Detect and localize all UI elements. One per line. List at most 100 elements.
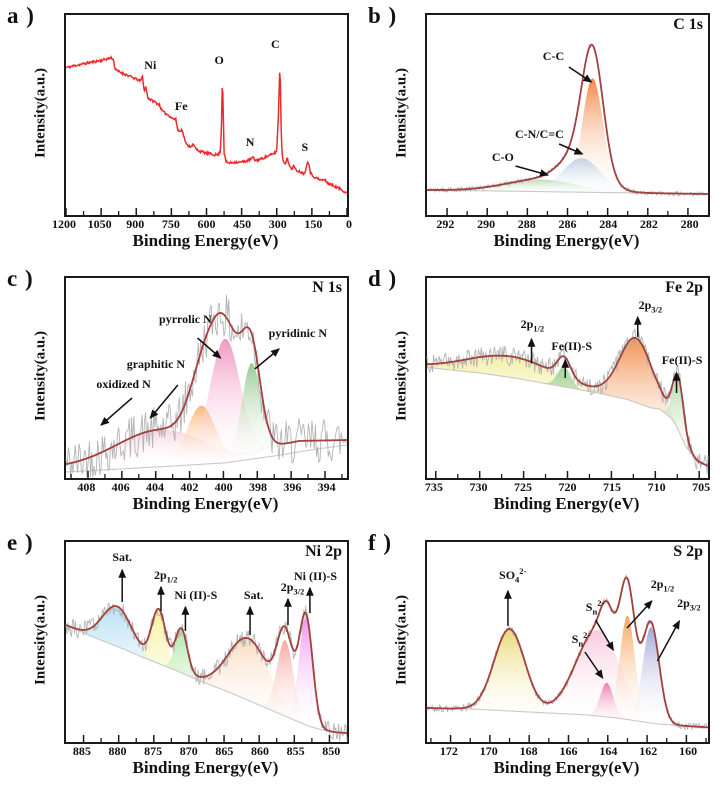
x-axis-label: Binding Energy(eV) bbox=[493, 758, 640, 777]
annotation-label: 2p1/2 bbox=[154, 568, 178, 585]
y-axis-label: Intensity(a.u.) bbox=[32, 68, 49, 159]
annotation-label: C-O bbox=[492, 150, 514, 164]
panel-letter-f: f ) bbox=[368, 530, 393, 555]
annotation-arrow bbox=[558, 143, 584, 155]
fe2p-spectrum-chart: 2p1/2 Fe(II)-S 2p3/2 Fe(II)-S bbox=[426, 298, 709, 478]
x-tick-label: 166 bbox=[559, 744, 578, 758]
peak-fill bbox=[427, 338, 708, 466]
x-tick-label: 168 bbox=[519, 744, 538, 758]
panel-b: b ) Intensity(a.u.) C-C C-N/C=C C-O C 1s 2… bbox=[361, 0, 722, 263]
x-axis-ticks: 408 406 404 402 400 398 396 394 bbox=[64, 480, 349, 495]
x-tick-label: 730 bbox=[469, 480, 488, 494]
y-axis-label: Intensity(a.u.) bbox=[393, 331, 410, 422]
x-tick-label: 885 bbox=[72, 744, 91, 758]
panel-c: c ) Intensity(a.u.) pyrrolic N pyridinic … bbox=[0, 263, 361, 527]
c1s-spectrum-chart: C-C C-N/C=CC-O bbox=[426, 43, 709, 215]
x-tick-label: 715 bbox=[603, 480, 622, 494]
x-axis-label: Binding Energy(eV) bbox=[132, 758, 279, 777]
annotation-label: 2p1/2 bbox=[521, 317, 545, 334]
annotation-label: O bbox=[214, 53, 223, 67]
n1s-spectrum-chart: pyrrolic N pyridinic N graphitic N oxidized… bbox=[65, 294, 348, 478]
x-tick-label: 292 bbox=[436, 217, 455, 231]
plot-area-e: Sat. 2p1/2 Ni (II)-S Sat. 2p3/2 Ni (II)-S Ni … bbox=[64, 540, 349, 744]
x-axis-ticks: 1200 1050 900 750 600 450 300 150 0 bbox=[52, 217, 352, 232]
baseline-line bbox=[426, 707, 709, 728]
annotation-label: C bbox=[271, 37, 280, 51]
annotation-label: oxidized N bbox=[96, 377, 151, 391]
x-tick-label: 0 bbox=[346, 217, 352, 231]
annotation-arrow bbox=[254, 348, 280, 370]
annotation-label: N bbox=[246, 135, 255, 149]
x-tick-label: 402 bbox=[180, 480, 199, 494]
x-tick-label: 300 bbox=[268, 217, 287, 231]
annotation-label: pyrrolic N bbox=[159, 312, 212, 326]
envelope-line bbox=[65, 605, 348, 734]
corner-title: N 1s bbox=[312, 279, 342, 296]
peak-fill bbox=[66, 338, 347, 467]
x-tick-label: 750 bbox=[161, 217, 180, 231]
x-tick-label: 164 bbox=[599, 744, 618, 758]
x-tick-label: 855 bbox=[286, 744, 305, 758]
x-axis-ticks: 292 290 288 286 284 282 280 bbox=[425, 217, 710, 232]
annotation-arrow bbox=[594, 619, 614, 652]
baseline-line bbox=[65, 444, 348, 473]
annotation-arrow bbox=[626, 600, 653, 629]
x-tick-label: 408 bbox=[77, 480, 96, 494]
y-axis-label: Intensity(a.u.) bbox=[393, 595, 410, 686]
corner-title: Fe 2p bbox=[665, 279, 703, 296]
annotation-label: Ni bbox=[144, 58, 157, 72]
annotation-label: 2p3/2 bbox=[281, 580, 305, 597]
x-tick-label: 710 bbox=[647, 480, 666, 494]
annotation-arrow bbox=[656, 619, 680, 662]
baseline-line bbox=[426, 366, 709, 467]
annotation-arrow bbox=[568, 66, 593, 83]
x-tick-label: 1200 bbox=[52, 217, 76, 231]
annotation-label: 2p1/2 bbox=[651, 577, 675, 594]
annotation-arrow bbox=[149, 384, 179, 419]
panel-letter-e: e ) bbox=[7, 530, 34, 555]
x-tick-label: 1050 bbox=[87, 217, 112, 231]
x-tick-label: 280 bbox=[680, 217, 699, 231]
plot-area-f: SO42- Sn2- Sn2- 2p1/2 2p3/2 S 2p bbox=[425, 540, 710, 744]
x-tick-label: 396 bbox=[283, 480, 302, 494]
x-tick-label: 870 bbox=[179, 744, 198, 758]
annotation-label: Fe(II)-S bbox=[662, 353, 703, 367]
panel-letter-c: c ) bbox=[7, 266, 34, 291]
x-tick-label: 865 bbox=[215, 744, 234, 758]
peak-fill bbox=[427, 629, 708, 728]
annotation-label: 2p3/2 bbox=[639, 298, 663, 315]
x-tick-label: 150 bbox=[304, 217, 323, 231]
annotation-label: Ni (II)-S bbox=[174, 588, 217, 602]
y-axis-label: Intensity(a.u.) bbox=[32, 595, 49, 686]
raw-data-line bbox=[65, 294, 348, 478]
annotation-label: Fe(II)-S bbox=[551, 339, 592, 353]
x-tick-label: 720 bbox=[558, 480, 577, 494]
x-tick-label: 880 bbox=[108, 744, 127, 758]
peak-fill bbox=[66, 616, 347, 733]
x-tick-label: 735 bbox=[424, 480, 443, 494]
annotation-label: Sat. bbox=[244, 588, 264, 602]
peak-fill bbox=[427, 355, 708, 466]
x-tick-label: 404 bbox=[145, 480, 164, 494]
x-tick-label: 172 bbox=[439, 744, 458, 758]
x-tick-label: 875 bbox=[144, 744, 163, 758]
plot-area-c: pyrrolic N pyridinic N graphitic N oxidized… bbox=[64, 276, 349, 480]
annotation-label: pyridinic N bbox=[269, 326, 328, 340]
x-axis-label: Binding Energy(eV) bbox=[493, 231, 640, 250]
envelope-line bbox=[426, 576, 709, 729]
plot-area-b: C-C C-N/C=C C-O C 1s bbox=[425, 13, 710, 217]
envelope-line bbox=[65, 312, 348, 466]
x-axis-label: Binding Energy(eV) bbox=[132, 231, 279, 250]
panel-letter-a: a ) bbox=[7, 3, 35, 28]
annotation-arrow bbox=[197, 337, 222, 359]
panel-letter-b: b ) bbox=[368, 3, 398, 28]
annotation-arrow bbox=[100, 397, 133, 426]
x-axis-ticks: 735 730 725 720 715 710 705 bbox=[425, 480, 710, 495]
y-axis-label: Intensity(a.u.) bbox=[32, 331, 49, 422]
baseline-line bbox=[65, 624, 348, 734]
y-axis-label: Intensity(a.u.) bbox=[393, 68, 410, 159]
ni2p-spectrum-chart: Sat.2p1/2Ni (II)-S Sat.2p3/2Ni (II)-S bbox=[65, 550, 348, 742]
x-axis-ticks: 172 170 168 166 164 162 160 bbox=[425, 744, 710, 759]
